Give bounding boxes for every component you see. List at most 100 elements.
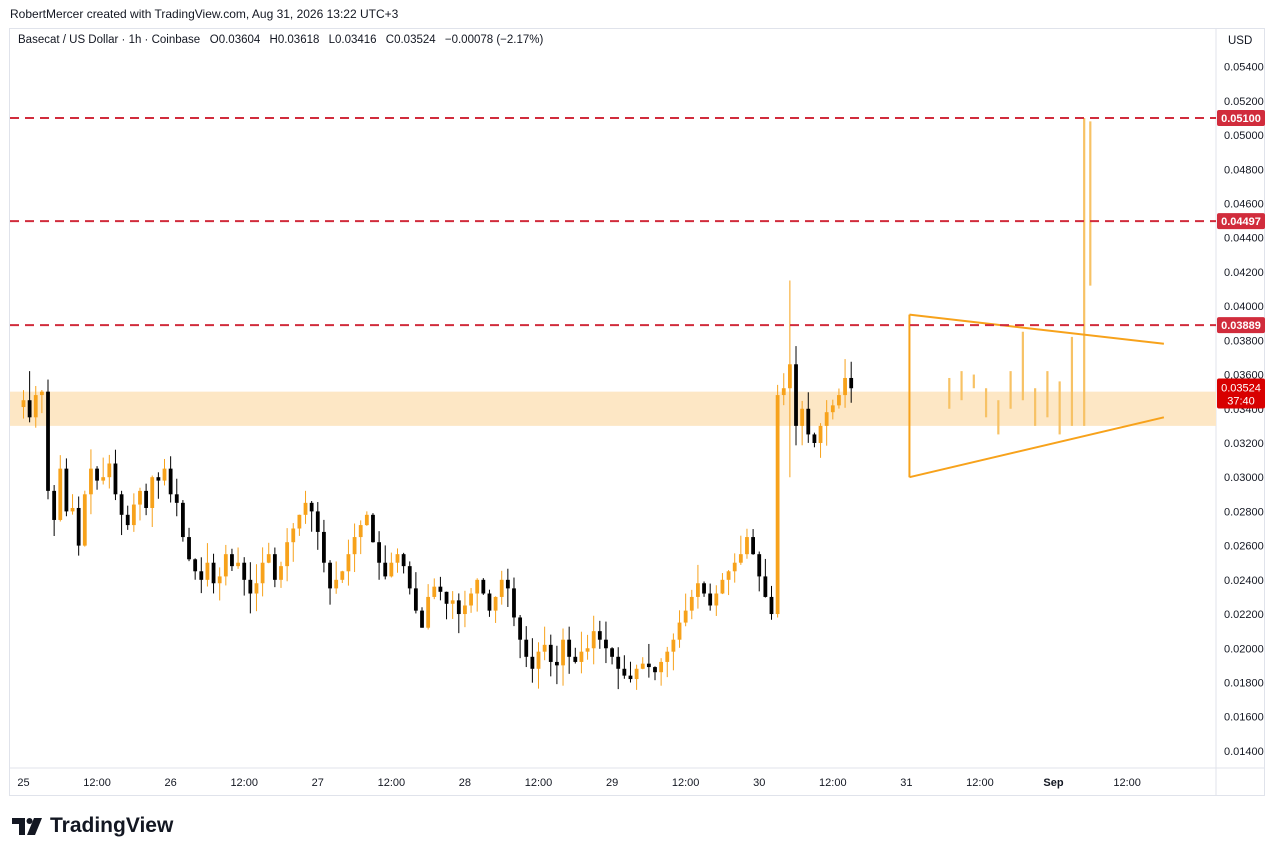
- currency-label[interactable]: USD: [1228, 35, 1253, 47]
- candle-body: [659, 661, 664, 673]
- triangle-upper-line: [909, 313, 1164, 345]
- candle-body: [260, 562, 265, 584]
- candle-body: [138, 490, 142, 505]
- candle-body: [757, 554, 762, 577]
- resistance-price-tag: [1217, 317, 1265, 334]
- y-tick-label: 0.02000: [1224, 643, 1264, 655]
- candle-body: [230, 554, 234, 567]
- symbol-name: Basecat / US Dollar · 1h · Coinbase: [18, 34, 201, 46]
- candle-body: [52, 490, 57, 520]
- candle-body: [530, 656, 535, 669]
- candle-body: [628, 675, 633, 680]
- candle-body: [683, 610, 688, 623]
- candle-body: [561, 639, 565, 666]
- candle-body: [309, 502, 314, 512]
- candle-body: [322, 531, 326, 563]
- candle-body: [463, 605, 467, 615]
- candle-body: [328, 562, 332, 589]
- candle-body: [58, 468, 63, 520]
- candle-body: [665, 651, 670, 662]
- candle-body: [573, 656, 578, 662]
- candle-body: [505, 579, 510, 589]
- open-label: O: [209, 34, 219, 46]
- y-tick-label: 0.03800: [1224, 335, 1264, 347]
- candle-body: [745, 537, 749, 555]
- x-tick-label: 12:00: [1113, 777, 1141, 789]
- candle-body: [168, 468, 173, 495]
- candle-body: [119, 494, 124, 515]
- support-zone: [10, 391, 1216, 426]
- y-tick-label: 0.04800: [1224, 164, 1264, 176]
- candle-body: [794, 364, 798, 426]
- x-tick-label: 12:00: [378, 777, 406, 789]
- candle-body: [475, 579, 480, 594]
- candle-body: [708, 593, 713, 606]
- candle-body: [407, 566, 412, 589]
- candle-body: [346, 554, 351, 572]
- candle-body: [199, 571, 204, 580]
- candle-body: [812, 434, 817, 443]
- candle-body: [180, 502, 185, 538]
- candle-body: [89, 468, 93, 495]
- candle-body: [254, 583, 259, 594]
- candle-body: [542, 644, 547, 652]
- y-tick-label: 0.05200: [1224, 96, 1264, 108]
- tradingview-logo[interactable]: TradingView: [12, 814, 173, 838]
- candle-body: [775, 395, 780, 615]
- x-tick-label: 27: [312, 777, 324, 789]
- candle-body: [616, 656, 621, 669]
- y-tick-label: 0.02800: [1224, 506, 1264, 518]
- candle-body: [830, 405, 835, 413]
- candle-body: [101, 477, 106, 481]
- x-tick-label: 12:00: [672, 777, 700, 789]
- x-tick-label: 12:00: [525, 777, 553, 789]
- x-tick-label: 29: [606, 777, 618, 789]
- candle-body: [610, 648, 614, 657]
- candle-body: [567, 639, 572, 657]
- candle-body: [843, 377, 847, 396]
- candle-body: [751, 537, 755, 555]
- resistance-price-label: 0.03889: [1221, 320, 1261, 332]
- candle-body: [432, 586, 437, 597]
- y-tick-label: 0.01600: [1224, 712, 1264, 724]
- y-tick-label: 0.04000: [1224, 301, 1264, 313]
- candle-body: [285, 542, 290, 567]
- candle-body: [371, 514, 375, 543]
- y-tick-label: 0.05400: [1224, 62, 1264, 74]
- x-tick-label: 12:00: [966, 777, 994, 789]
- candle-body: [524, 639, 529, 657]
- chart-frame[interactable]: [9, 28, 1265, 796]
- candle-body: [824, 412, 829, 426]
- candle-body: [450, 600, 455, 604]
- candle-body: [518, 617, 523, 640]
- candle-body: [818, 425, 823, 443]
- candle-body: [144, 490, 149, 508]
- candle-body: [279, 566, 283, 580]
- tradingview-logo-icon: [12, 818, 42, 835]
- candle-body: [469, 593, 473, 606]
- candle-body: [242, 562, 247, 580]
- candle-body: [849, 377, 854, 389]
- candle-body: [726, 571, 731, 580]
- y-tick-label: 0.01800: [1224, 677, 1264, 689]
- candle-body: [113, 463, 118, 495]
- y-tick-label: 0.04200: [1224, 267, 1264, 279]
- candle-body: [27, 400, 32, 418]
- candle-body: [223, 554, 228, 577]
- candle-body: [150, 477, 155, 508]
- candle-body: [131, 504, 136, 526]
- candle-body: [720, 579, 725, 594]
- candle-body: [156, 477, 161, 481]
- candle-body: [395, 554, 400, 563]
- candle-body: [763, 576, 768, 597]
- low-value: 0.03416: [335, 34, 377, 46]
- price-chart[interactable]: 0.05400 0.05200 0.05000 0.04800 0.04600 0.044…: [0, 0, 1280, 800]
- candle-body: [738, 554, 743, 563]
- candle-body: [193, 559, 198, 572]
- candle-body: [426, 596, 431, 628]
- candle-body: [696, 583, 700, 597]
- candle-body: [64, 468, 69, 512]
- candle-body: [646, 663, 651, 668]
- candle-body: [125, 514, 130, 526]
- candle-body: [236, 562, 240, 567]
